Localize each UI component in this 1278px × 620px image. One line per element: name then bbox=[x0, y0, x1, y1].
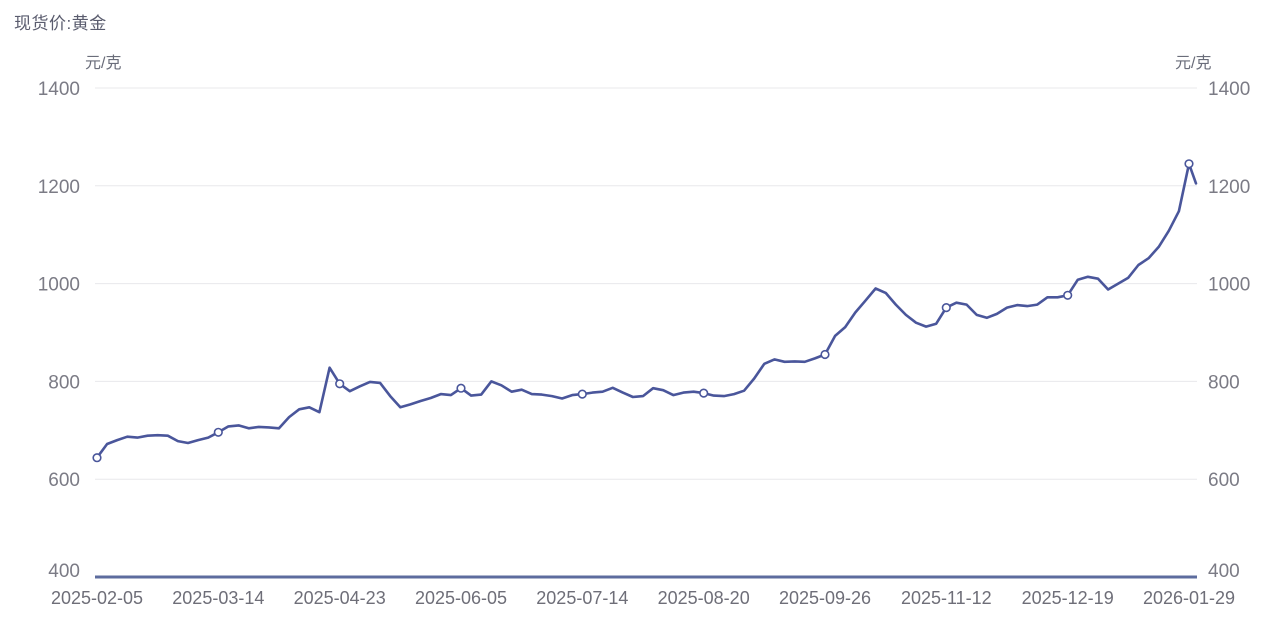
x-tick-label: 2025-12-19 bbox=[1022, 588, 1114, 608]
data-point-marker[interactable] bbox=[577, 389, 587, 399]
x-tick-label: 2025-02-05 bbox=[51, 588, 143, 608]
data-point-marker[interactable] bbox=[335, 379, 345, 389]
y-tick-label-left: 600 bbox=[48, 470, 80, 491]
x-tick-label: 2025-03-14 bbox=[172, 588, 264, 608]
x-tick-label: 2025-09-26 bbox=[779, 588, 871, 608]
y-tick-label-right: 1400 bbox=[1208, 79, 1250, 100]
y-tick-label-left: 1000 bbox=[38, 275, 80, 296]
x-tick-label: 2025-06-05 bbox=[415, 588, 507, 608]
data-point-marker[interactable] bbox=[820, 349, 830, 360]
data-point-marker[interactable] bbox=[941, 303, 951, 313]
y-tick-label-left: 800 bbox=[48, 372, 80, 393]
x-tick-label: 2026-01-29 bbox=[1143, 588, 1235, 608]
y-tick-label-right: 800 bbox=[1208, 372, 1240, 393]
data-point-marker[interactable] bbox=[213, 427, 223, 437]
y-tick-label-right: 1200 bbox=[1208, 177, 1250, 198]
x-tick-label: 2025-11-12 bbox=[901, 588, 992, 608]
chart-title: 现货价:黄金 bbox=[14, 14, 107, 33]
y-tick-label-left: 1200 bbox=[38, 177, 80, 198]
data-point-marker[interactable] bbox=[1184, 159, 1194, 169]
x-tick-label: 2025-08-20 bbox=[658, 588, 750, 608]
y-tick-label-right: 600 bbox=[1208, 470, 1240, 491]
data-point-marker[interactable] bbox=[1063, 290, 1073, 300]
y-axis-unit-right: 元/克 bbox=[1175, 55, 1212, 72]
x-tick-label: 2025-07-14 bbox=[536, 588, 628, 608]
x-tick-label: 2025-04-23 bbox=[294, 588, 386, 608]
data-point-marker[interactable] bbox=[456, 383, 466, 393]
y-tick-label-left: 1400 bbox=[38, 79, 80, 100]
y-tick-label-right: 400 bbox=[1208, 561, 1240, 582]
data-point-marker[interactable] bbox=[92, 453, 102, 463]
y-axis-unit-left: 元/克 bbox=[85, 55, 122, 72]
y-tick-label-right: 1000 bbox=[1208, 275, 1250, 296]
price-line[interactable] bbox=[95, 162, 1198, 460]
y-tick-label-left: 400 bbox=[48, 561, 80, 582]
data-point-marker[interactable] bbox=[699, 388, 709, 398]
